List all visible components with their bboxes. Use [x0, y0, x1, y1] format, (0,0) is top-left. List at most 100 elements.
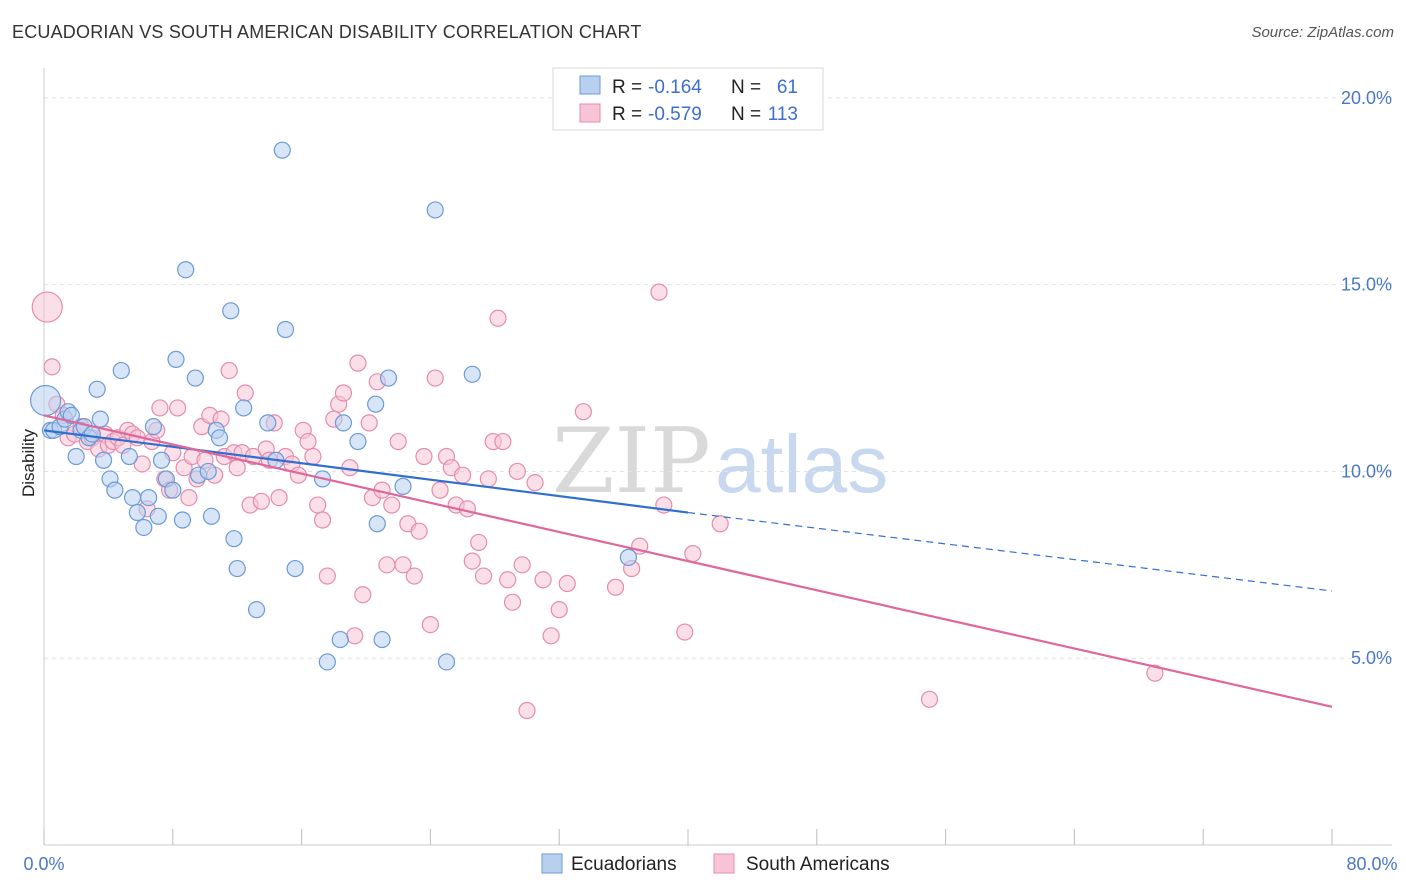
ecuadorians-point	[91, 410, 109, 428]
ecuadorians-point	[247, 601, 266, 619]
south-americans-point	[304, 447, 322, 466]
correlation-legend: R = -0.164 N = 61 R = -0.579 N = 113	[552, 67, 824, 131]
south-americans-point	[220, 361, 238, 380]
ecuadorians-point	[318, 653, 336, 671]
south-americans-point	[606, 578, 625, 596]
y-tick-label: 20.0%	[1341, 88, 1392, 108]
y-tick-label: 10.0%	[1341, 461, 1392, 481]
south-americans-trend-line	[43, 414, 1333, 708]
legend-swatch-south-americans	[579, 103, 601, 123]
south-americans-point	[463, 552, 481, 570]
south-americans-points	[31, 283, 1164, 720]
ecuadorians-point	[210, 429, 229, 447]
ecuadorians-point	[273, 141, 291, 159]
south-americans-point	[542, 627, 560, 645]
south-americans-point	[513, 556, 531, 574]
south-americans-point	[31, 291, 63, 323]
south-americans-point	[711, 515, 729, 533]
ecuadorians-point	[286, 559, 304, 578]
ecuadorians-point	[235, 399, 253, 417]
south-americans-point	[431, 481, 449, 499]
ecuadorians-point	[202, 507, 221, 525]
bottom-legend-swatch-south-americans	[713, 853, 735, 874]
south-americans-point	[252, 492, 270, 510]
south-americans-point	[349, 354, 367, 372]
south-americans-point	[405, 567, 423, 585]
legend-swatch-ecuadorians	[579, 75, 601, 95]
ecuadorians-point	[120, 447, 138, 466]
bottom-legend-swatch-ecuadorians	[541, 853, 563, 874]
x-tick-label-max: 80.0%	[1346, 854, 1397, 874]
south-americans-point	[270, 488, 288, 507]
ecuadorians-point	[152, 451, 171, 469]
series-legend: Ecuadorians South Americans	[541, 853, 890, 875]
ecuadorians-point	[123, 488, 142, 507]
legend-r-label-1: R =	[612, 77, 642, 98]
ecuadorians-point	[135, 518, 153, 537]
south-americans-point	[415, 447, 433, 466]
ecuadorians-point	[276, 320, 295, 339]
south-americans-point	[313, 511, 332, 529]
south-americans-point	[499, 571, 517, 589]
ecuadorians-point	[186, 369, 204, 387]
south-americans-point	[378, 556, 396, 574]
south-americans-point	[518, 701, 536, 720]
ecuadorians-point	[167, 350, 185, 368]
south-americans-point	[550, 601, 568, 619]
south-americans-point	[684, 545, 702, 563]
ecuadorians-point	[426, 201, 444, 219]
legend-n-label-1: N =	[731, 77, 761, 98]
legend-n-value-1: 61	[777, 77, 798, 98]
south-americans-point	[558, 574, 576, 593]
south-americans-point	[458, 500, 477, 518]
y-tick-label: 5.0%	[1351, 648, 1392, 668]
south-americans-point	[454, 466, 472, 484]
south-americans-point	[426, 369, 444, 387]
ecuadorians-point	[149, 507, 167, 525]
south-americans-point	[394, 556, 412, 574]
ecuadorians-point	[368, 515, 386, 533]
source-credit: Source: ZipAtlas.com	[1251, 24, 1394, 41]
ecuadorians-point	[379, 369, 398, 387]
south-americans-point	[474, 567, 493, 585]
south-americans-point	[318, 567, 336, 585]
legend-n-value-2: 113	[768, 104, 798, 125]
south-americans-point	[151, 399, 169, 417]
south-americans-point	[526, 474, 544, 492]
south-americans-point	[574, 403, 592, 421]
ecuadorians-point	[222, 302, 240, 320]
ecuadorians-point	[394, 477, 412, 495]
chart-title: ECUADORIAN VS SOUTH AMERICAN DISABILITY …	[12, 22, 642, 42]
ecuadorians-point	[140, 488, 158, 507]
ecuadorians-point	[437, 653, 456, 671]
bottom-legend-south-americans: South Americans	[746, 854, 890, 875]
south-americans-point	[470, 533, 488, 552]
legend-r-value-1: -0.164	[648, 77, 702, 98]
x-tick-label-min: 0.0%	[23, 854, 64, 874]
south-americans-point	[410, 522, 428, 540]
y-tick-label: 15.0%	[1341, 275, 1392, 295]
ecuadorians-point	[463, 365, 481, 383]
ecuadorians-point	[225, 530, 243, 548]
south-americans-point	[236, 384, 254, 402]
ecuadorians-point	[173, 511, 192, 529]
legend-r-value-2: -0.579	[648, 104, 702, 125]
south-americans-point	[479, 470, 497, 488]
south-americans-point	[494, 432, 512, 451]
watermark-atlas: atlas	[715, 419, 888, 510]
legend-n-label-2: N =	[731, 104, 761, 125]
south-americans-point	[228, 459, 246, 477]
ecuadorians-point	[259, 414, 277, 432]
ecuadorians-point	[228, 559, 246, 578]
ecuadorians-trend-extension	[687, 511, 1333, 592]
south-americans-point	[920, 690, 939, 708]
ecuadorians-point	[367, 395, 385, 413]
ecuadorians-trend-line	[43, 429, 689, 514]
ecuadorians-point	[106, 481, 124, 499]
south-americans-point	[489, 309, 507, 327]
south-americans-point	[354, 586, 372, 604]
south-americans-point	[334, 384, 353, 402]
south-americans-point	[508, 462, 526, 481]
y-axis-label: Disability	[19, 428, 38, 497]
